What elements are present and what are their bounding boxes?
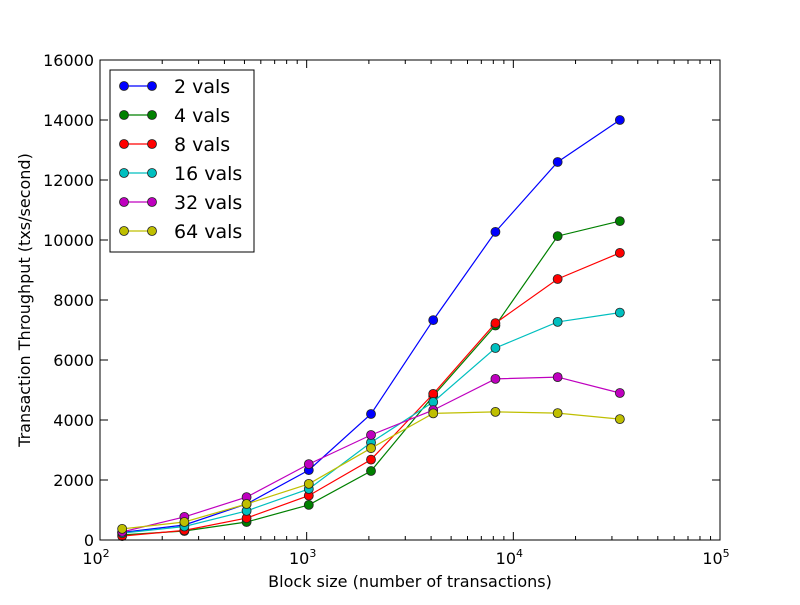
legend-label: 64 vals (174, 221, 242, 243)
legend-marker (147, 110, 157, 120)
y-tick-label: 2000 (53, 471, 94, 490)
legend: 2 vals 4 vals 8 vals 16 vals 32 vals 64 vals (109, 69, 255, 253)
data-point (552, 316, 563, 327)
y-axis-label: Transaction Throughput (txs/second) (15, 153, 34, 448)
data-point (366, 409, 376, 419)
y-tick-label: 16000 (43, 51, 94, 70)
legend-marker (119, 168, 129, 178)
legend-box (109, 69, 255, 253)
data-point (614, 307, 625, 318)
legend-marker (147, 197, 157, 207)
data-point (552, 408, 563, 419)
data-point (552, 372, 563, 383)
data-point (552, 157, 563, 167)
legend-label: 4 vals (174, 105, 230, 127)
legend-marker (119, 81, 129, 91)
data-point (614, 247, 625, 258)
data-point (241, 499, 252, 509)
data-point (614, 115, 625, 125)
data-point (303, 499, 314, 510)
data-point (366, 466, 376, 476)
data-point (179, 517, 190, 527)
legend-marker (147, 139, 157, 149)
legend-marker (119, 197, 129, 207)
y-tick-label: 12000 (43, 171, 94, 190)
series-64-vals (117, 406, 625, 534)
legend-marker (119, 110, 129, 120)
y-tick-label: 4000 (53, 411, 94, 430)
series-4-vals (117, 216, 625, 540)
legend-marker (119, 139, 129, 149)
series-line (122, 312, 620, 534)
data-point (117, 524, 128, 534)
legend-label: 8 vals (174, 134, 230, 156)
y-tick-label: 6000 (53, 351, 94, 370)
x-tick-label: 103 (289, 547, 316, 568)
y-tick-label: 0 (84, 531, 94, 550)
legend-marker (147, 81, 157, 91)
data-point (490, 343, 501, 353)
data-point (428, 397, 439, 407)
data-point (490, 226, 501, 237)
series-16-vals (117, 307, 625, 538)
data-point (366, 454, 376, 465)
x-tick-label: 104 (496, 547, 523, 568)
x-axis-label: Block size (number of transactions) (268, 572, 552, 591)
data-point (366, 443, 376, 454)
legend-label: 2 vals (174, 76, 230, 98)
x-tick-label: 105 (702, 547, 729, 568)
data-point (490, 318, 501, 329)
data-point (303, 478, 314, 489)
data-point (614, 388, 625, 398)
data-point (428, 315, 439, 326)
data-point (614, 414, 625, 425)
data-point (428, 408, 439, 419)
series-line (122, 252, 621, 537)
series-line (122, 376, 621, 533)
legend-marker (147, 168, 157, 178)
legend-label: 32 vals (174, 192, 242, 214)
data-point (552, 274, 563, 284)
legend-marker (147, 226, 157, 236)
x-tick-label: 102 (82, 547, 109, 568)
legend-label: 16 vals (174, 163, 242, 185)
series-32-vals (117, 372, 625, 537)
data-point (490, 373, 501, 384)
y-tick-label: 14000 (43, 111, 94, 130)
data-point (303, 459, 314, 470)
data-point (428, 388, 439, 399)
y-tick-label: 8000 (53, 291, 94, 310)
data-point (366, 430, 376, 440)
data-point (614, 216, 625, 227)
data-point (552, 231, 563, 242)
legend-marker (119, 226, 129, 236)
y-tick-label: 10000 (43, 231, 94, 250)
series-8-vals (117, 247, 625, 541)
data-point (490, 406, 501, 417)
